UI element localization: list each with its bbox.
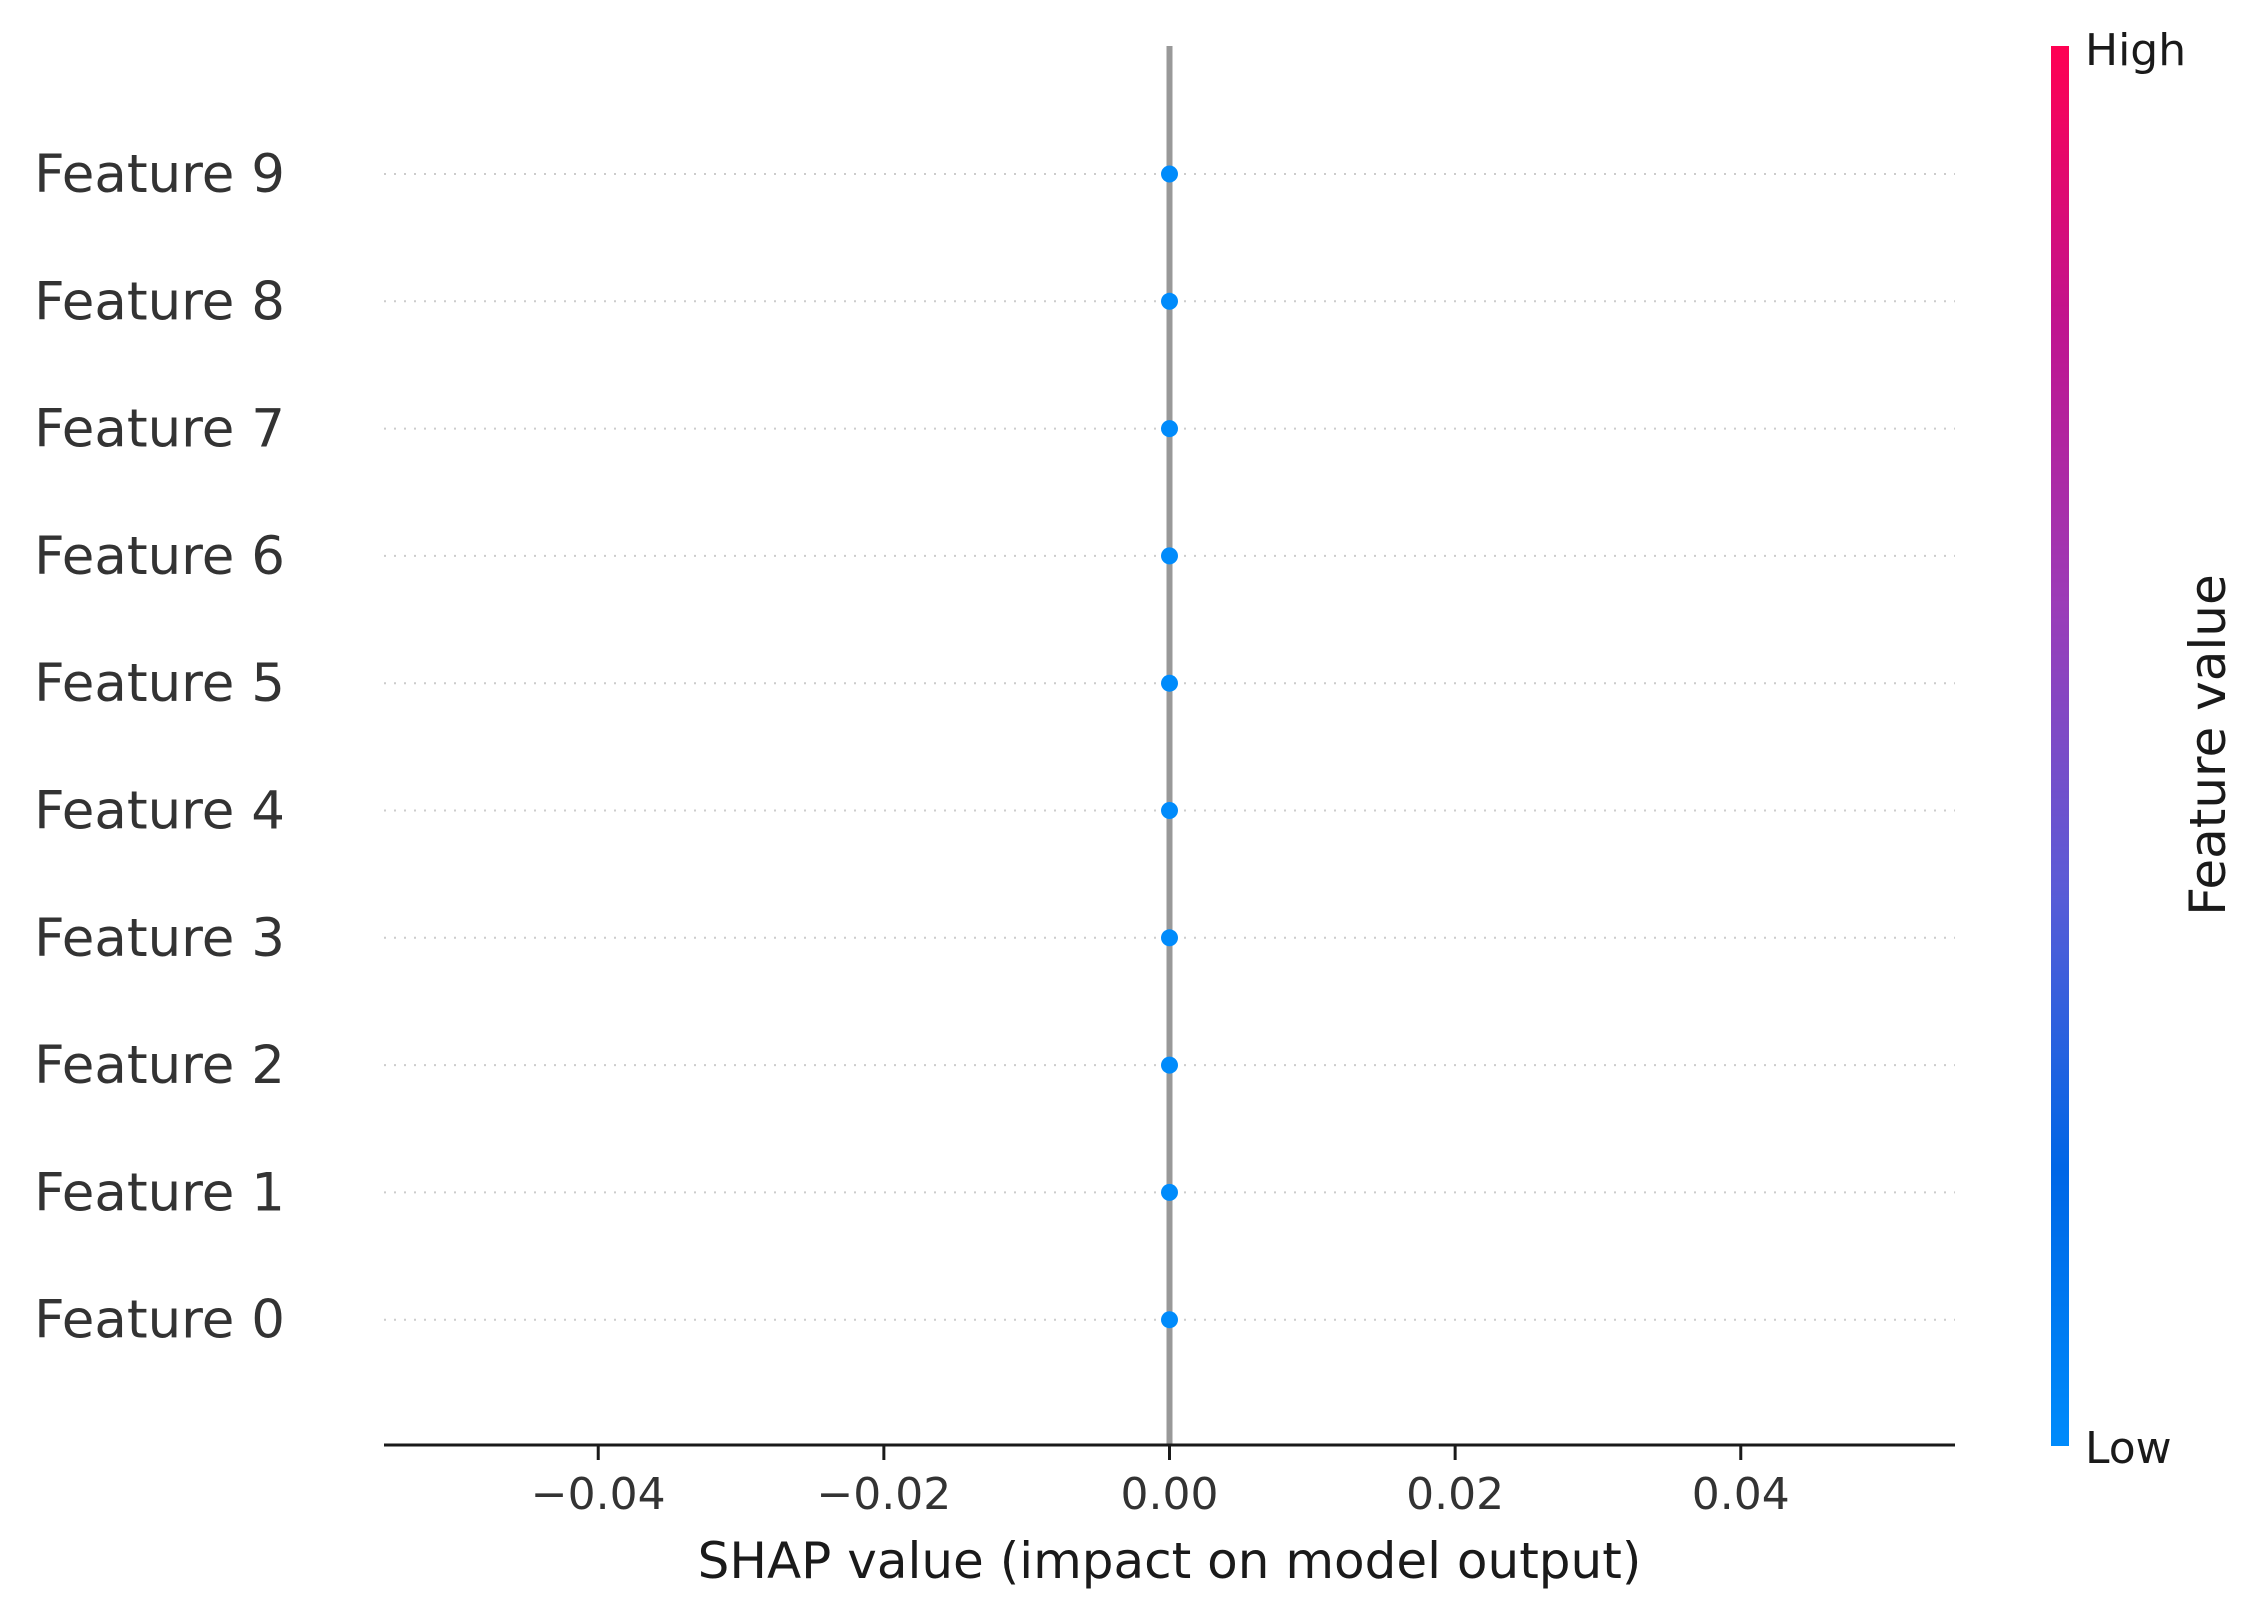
- feature-labels: Feature 9 Feature 8 Feature 7 Feature 6 Feat…: [34, 144, 285, 1351]
- data-point: [1161, 165, 1178, 183]
- x-tick-label: 0.04: [1692, 1469, 1790, 1520]
- feature-label: Feature 3: [34, 908, 285, 969]
- feature-label: Feature 5: [34, 653, 285, 714]
- data-point: [1161, 292, 1178, 310]
- feature-label: Feature 8: [34, 271, 285, 332]
- data-point: [1161, 420, 1178, 438]
- data-point: [1161, 929, 1178, 947]
- x-axis-title: SHAP value (impact on model output): [698, 1532, 1642, 1590]
- feature-label: Feature 9: [34, 144, 285, 205]
- x-tick-label: 0.00: [1121, 1469, 1219, 1520]
- data-point: [1161, 547, 1178, 565]
- colorbar-low-label: Low: [2085, 1423, 2172, 1474]
- feature-label: Feature 7: [34, 399, 285, 460]
- data-points: [1161, 165, 1178, 1329]
- x-tick-label: −0.04: [531, 1469, 666, 1520]
- x-tick-label: 0.02: [1406, 1469, 1504, 1520]
- grid-lines: [384, 173, 1955, 1321]
- x-tick-label: −0.02: [816, 1469, 951, 1520]
- feature-label: Feature 4: [34, 781, 285, 842]
- feature-label: Feature 2: [34, 1035, 285, 1096]
- data-point: [1161, 802, 1178, 819]
- x-axis-ticks: −0.04 −0.02 0.00 0.02 0.04: [531, 1445, 1790, 1520]
- data-point: [1161, 674, 1178, 692]
- colorbar-high-label: High: [2085, 25, 2186, 76]
- feature-label: Feature 1: [34, 1162, 285, 1223]
- feature-label: Feature 6: [34, 526, 285, 587]
- data-point: [1161, 1183, 1178, 1201]
- data-point: [1161, 1311, 1178, 1329]
- feature-label: Feature 0: [34, 1290, 285, 1351]
- colorbar-title: Feature value: [2179, 574, 2237, 915]
- colorbar: [2051, 46, 2069, 1446]
- data-point: [1161, 1056, 1178, 1074]
